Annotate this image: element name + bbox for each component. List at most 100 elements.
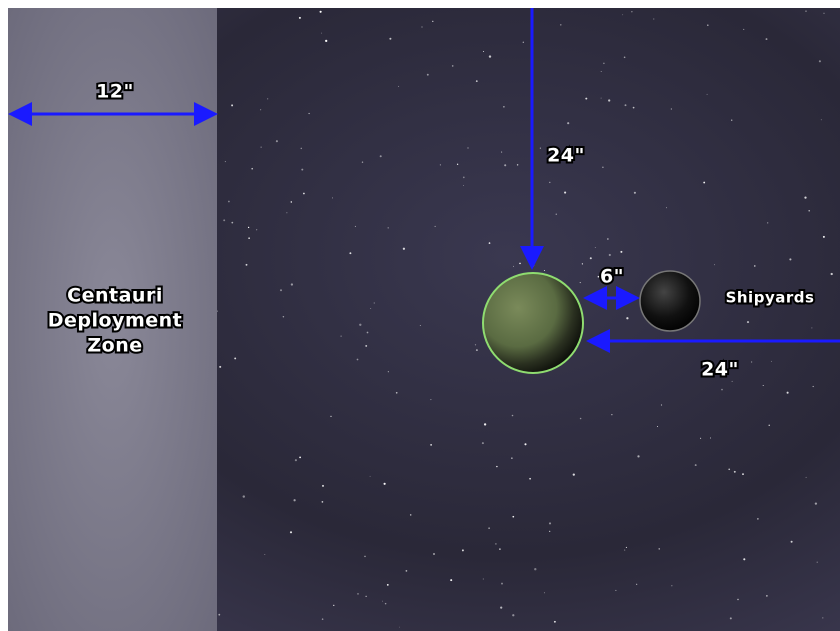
star [489, 242, 491, 244]
star [332, 197, 333, 198]
star [598, 276, 600, 278]
star [322, 485, 324, 487]
star [501, 583, 503, 585]
star [251, 168, 253, 170]
star [290, 531, 292, 533]
star [276, 140, 278, 142]
star [248, 227, 249, 228]
star [766, 595, 767, 596]
star [482, 442, 484, 444]
star [370, 308, 371, 309]
star [742, 473, 744, 475]
star [246, 264, 248, 266]
star [301, 148, 303, 150]
star [806, 477, 807, 478]
star [291, 201, 292, 202]
star [420, 325, 421, 326]
star [804, 196, 806, 198]
star [388, 371, 389, 372]
star [734, 471, 736, 473]
star [462, 549, 464, 551]
star [511, 457, 512, 458]
star [399, 627, 400, 628]
star [384, 483, 386, 485]
measure-label: 24" [701, 359, 739, 381]
star [457, 164, 458, 165]
star [582, 263, 583, 264]
star [544, 592, 545, 593]
star [430, 399, 431, 400]
star [710, 438, 711, 439]
star [430, 444, 432, 446]
star [595, 247, 596, 248]
star [624, 57, 626, 59]
star [330, 416, 331, 417]
star [349, 252, 351, 254]
star [615, 590, 616, 591]
star [422, 27, 423, 28]
star [622, 14, 623, 15]
star [707, 24, 709, 26]
star [483, 51, 484, 52]
star [754, 265, 755, 266]
star [495, 543, 497, 545]
star [308, 113, 309, 114]
star [261, 147, 262, 148]
star [721, 389, 723, 391]
star [601, 98, 602, 99]
star [732, 381, 733, 382]
star [730, 617, 732, 619]
star [370, 476, 371, 477]
star [620, 251, 622, 253]
star [769, 425, 770, 426]
star [293, 499, 295, 501]
star [387, 584, 389, 586]
star [512, 516, 514, 518]
star [611, 414, 612, 415]
star [322, 618, 324, 620]
star [367, 332, 369, 334]
star [475, 344, 476, 345]
measure-label: 24" [547, 145, 585, 167]
star [707, 94, 708, 95]
star [299, 17, 301, 19]
star [831, 273, 833, 275]
star [484, 423, 486, 425]
star [366, 596, 367, 597]
star [340, 335, 341, 336]
star [737, 599, 738, 600]
star [432, 21, 433, 22]
star [556, 214, 557, 215]
measure-label: 6" [600, 266, 624, 288]
star [357, 593, 358, 594]
measure-label: 12" [96, 81, 134, 103]
star [403, 248, 405, 250]
star [357, 359, 359, 361]
star [743, 558, 745, 560]
star [695, 464, 697, 466]
star [544, 270, 545, 271]
star [322, 501, 324, 503]
star [791, 541, 793, 543]
star [410, 514, 412, 516]
object-label: Shipyards [726, 289, 815, 307]
star [549, 522, 551, 524]
star [626, 547, 627, 548]
star [580, 282, 581, 283]
star [789, 258, 791, 260]
star [364, 556, 366, 558]
star [398, 86, 399, 87]
star [374, 303, 375, 304]
star [504, 164, 506, 166]
star [624, 550, 625, 551]
star [821, 119, 822, 120]
star [813, 386, 814, 387]
star [549, 182, 550, 183]
star [452, 65, 454, 67]
star [819, 60, 821, 62]
star [500, 606, 502, 608]
star [824, 13, 825, 14]
star [489, 55, 491, 57]
star [286, 212, 287, 213]
star [355, 226, 356, 227]
